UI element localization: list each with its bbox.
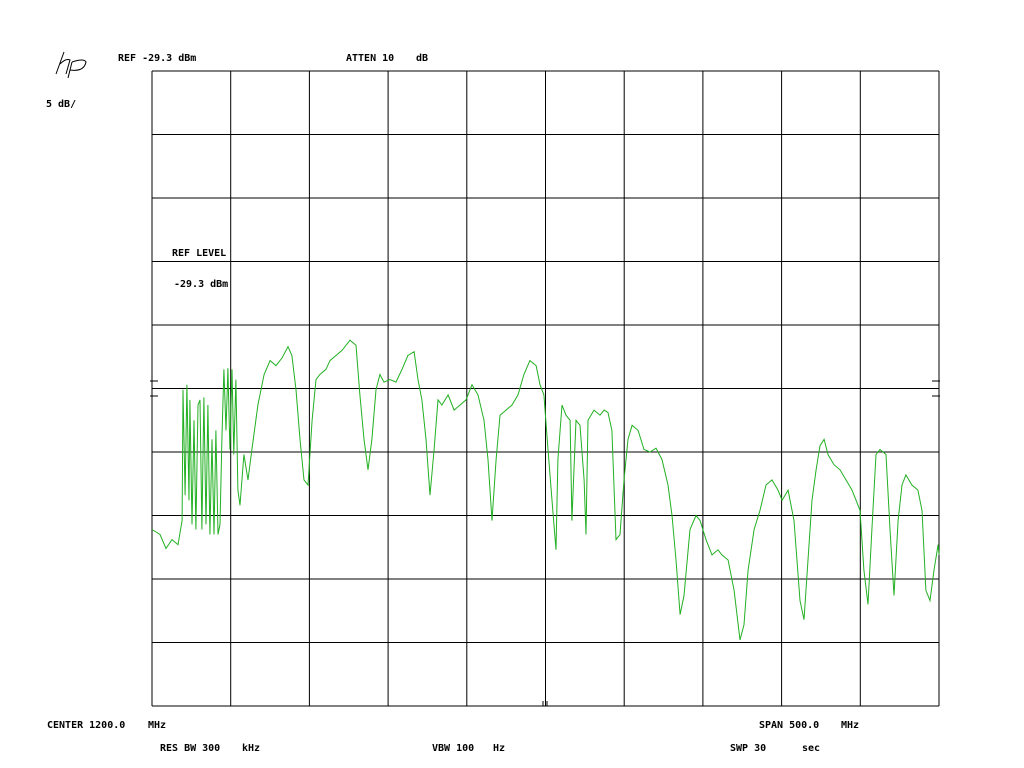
- readout-label: dB: [416, 53, 428, 64]
- readout-label: MHz: [148, 720, 166, 731]
- trace: [151, 339, 940, 641]
- ref-markers: [150, 380, 940, 706]
- readout-label: -29.3 dBm: [174, 279, 228, 290]
- readout-label: VBW 100: [432, 743, 474, 754]
- hp-logo: [55, 51, 87, 79]
- graticule: [151, 70, 940, 707]
- readout-label: SPAN 500.0: [759, 720, 819, 731]
- readout-label: REF -29.3 dBm: [118, 53, 196, 64]
- readout-label: 5 dB/: [46, 99, 76, 110]
- readout-label: MHz: [841, 720, 859, 731]
- readout-label: SWP 30: [730, 743, 766, 754]
- readout-label: CENTER 1200.0: [47, 720, 125, 731]
- readout-label: Hz: [493, 743, 505, 754]
- readout-label: REF LEVEL: [172, 248, 226, 259]
- readout-label: kHz: [242, 743, 260, 754]
- readout-label: sec: [802, 743, 820, 754]
- readout-label: RES BW 300: [160, 743, 220, 754]
- readout-label: ATTEN 10: [346, 53, 394, 64]
